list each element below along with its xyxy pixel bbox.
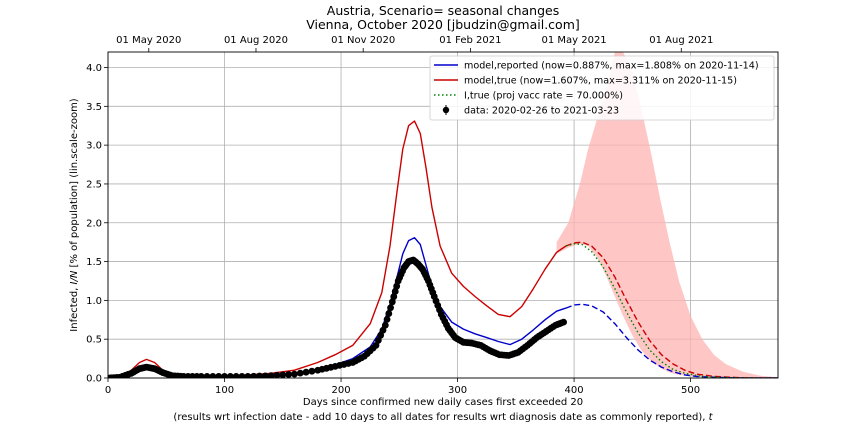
data-point	[256, 372, 263, 378]
data-point	[267, 372, 275, 378]
confidence-band-area	[556, 52, 778, 378]
data-point	[383, 315, 391, 323]
top-tick-label: 01 Feb 2021	[439, 35, 501, 46]
x-axis-label-secondary-var: t	[709, 412, 714, 423]
y-axis-ticks: 0.0 0.5 1.0 1.5 2.0 2.5 3.0 3.5 4.0	[86, 63, 108, 385]
data-point	[429, 289, 437, 297]
y-tick-label: 0.0	[86, 374, 102, 385]
y-tick-label: 3.0	[86, 141, 102, 152]
legend-marker	[442, 106, 450, 114]
top-tick-label: 01 May 2020	[116, 35, 181, 46]
data-point	[285, 371, 293, 378]
legend-label: model,true (now=1.607%, max=3.311% on 20…	[464, 76, 737, 87]
data-point	[558, 319, 565, 327]
top-tick-label: 01 May 2021	[541, 35, 606, 46]
x-tick-label: 400	[565, 385, 584, 396]
legend: model,reported (now=0.887%, max=1.808% o…	[429, 55, 775, 121]
data-point	[308, 367, 316, 375]
y-tick-label: 1.0	[86, 296, 102, 307]
data-point	[369, 344, 377, 352]
y-tick-label: 2.0	[86, 218, 102, 229]
data-point	[244, 373, 252, 378]
data-point	[302, 368, 310, 376]
data-point	[177, 372, 185, 378]
data-point	[391, 288, 399, 295]
data-point	[385, 310, 393, 317]
data-point	[226, 373, 234, 378]
y-axis-label: Infected, I/N [% of population] (lin.sca…	[69, 98, 80, 332]
x-tick-label: 500	[681, 385, 700, 396]
legend-box	[429, 55, 775, 121]
top-tick-label: 01 Aug 2020	[224, 35, 288, 46]
data-point	[388, 298, 396, 306]
data-point	[531, 336, 538, 343]
y-tick-label: 1.5	[86, 257, 102, 268]
plot-frame	[107, 51, 779, 379]
y-tick-label: 2.5	[86, 179, 102, 190]
data-point	[291, 370, 298, 378]
data-point	[232, 373, 240, 378]
data-point	[443, 321, 450, 329]
data-point	[203, 373, 211, 378]
y-tick-label: 4.0	[86, 63, 102, 74]
confidence-band	[556, 52, 778, 378]
y-axis-label-post: [% of population] (lin.scale-zoom)	[69, 98, 80, 270]
data-point	[387, 304, 394, 312]
x-tick-label: 300	[448, 385, 467, 396]
top-tick-label: 01 Aug 2021	[649, 35, 713, 46]
x-tick-label: 100	[215, 385, 234, 396]
data-point	[166, 371, 174, 378]
data-point	[221, 373, 228, 378]
x-axis-ticks: 0 100 200 300 400 500	[105, 378, 700, 396]
data-point	[250, 372, 258, 378]
data-point	[209, 373, 217, 378]
data-point	[238, 373, 246, 378]
x-tick-label: 0	[105, 385, 111, 396]
series-line	[565, 241, 778, 378]
x-axis-label-secondary-text: (results wrt infection date - add 10 day…	[173, 412, 708, 423]
chart-title: Austria, Scenario= seasonal changes	[327, 3, 559, 18]
series-line	[565, 303, 778, 378]
data-point	[436, 306, 443, 314]
series-line	[565, 242, 778, 378]
x-axis-label-secondary: (results wrt infection date - add 10 day…	[173, 412, 713, 423]
data-point	[374, 336, 382, 344]
y-axis-label-var: I/N	[69, 270, 80, 284]
y-tick-label: 3.5	[86, 102, 102, 113]
data-point	[296, 369, 304, 377]
top-tick-label: 01 Nov 2020	[331, 35, 395, 46]
data-point	[279, 371, 287, 378]
data-points	[108, 256, 567, 378]
x-tick-label: 200	[331, 385, 350, 396]
data-point	[377, 331, 385, 339]
data-point	[113, 374, 121, 378]
data-point	[521, 343, 529, 351]
data-point	[215, 373, 223, 378]
data-point	[379, 326, 387, 334]
data-point	[390, 293, 398, 301]
y-tick-label: 0.5	[86, 335, 102, 346]
data-point	[423, 274, 431, 282]
x-axis-label: Days since confirmed new daily cases fir…	[303, 397, 583, 408]
data-point	[273, 371, 281, 378]
y-axis-label-pre: Infected,	[69, 284, 80, 331]
top-axis-ticks: 01 May 2020 01 Aug 2020 01 Nov 2020 01 Feb …	[116, 35, 713, 52]
legend-label: data: 2020-02-26 to 2021-03-23	[464, 106, 619, 117]
data-point	[193, 373, 201, 378]
data-point	[261, 372, 269, 378]
data-point	[358, 354, 365, 362]
data-point	[344, 360, 352, 367]
legend-label: model,reported (now=0.887%, max=1.808% o…	[464, 61, 759, 72]
legend-label: I,true (proj vacc rate = 70.000%)	[464, 91, 623, 102]
data-point	[327, 363, 335, 371]
data-point	[393, 282, 401, 290]
data-point	[381, 321, 389, 329]
chart-subtitle: Vienna, October 2020 [jbudzin@gmail.com]	[306, 17, 580, 32]
